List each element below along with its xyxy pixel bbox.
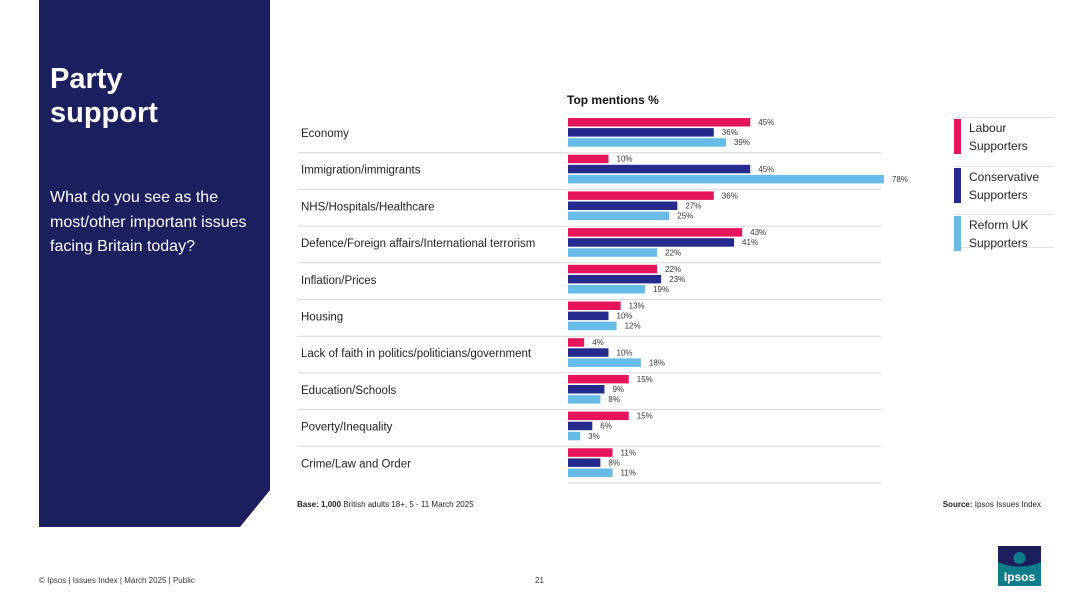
bar: [568, 201, 678, 210]
data-label: 78%: [892, 175, 908, 184]
data-label: 25%: [677, 212, 693, 221]
data-label: 10%: [617, 312, 633, 321]
bar: [568, 118, 751, 127]
category-label: Lack of faith in politics/politicians/go…: [301, 348, 532, 360]
bar: [568, 264, 658, 274]
data-label: 27%: [685, 202, 701, 211]
bar: [568, 138, 726, 147]
bar: [568, 395, 601, 404]
data-label: 11%: [621, 448, 636, 457]
bar: [568, 348, 609, 357]
data-label: 18%: [649, 358, 665, 367]
data-label: 11%: [621, 469, 636, 478]
category-label: Education/Schools: [301, 385, 397, 397]
bar: [568, 301, 621, 310]
category-label: Economy: [301, 128, 349, 140]
data-label: 12%: [625, 322, 641, 331]
bar: [568, 174, 884, 184]
footer-copyright: © Ipsos | Issues Index | March 2025 | Pu…: [39, 576, 195, 585]
data-label: 8%: [608, 395, 620, 404]
bar: [568, 338, 585, 347]
legend-swatch-conservative: [954, 167, 961, 203]
category-label: NHS/Hospitals/Healthcare: [301, 201, 435, 213]
base-text: British adults 18+, 5 - 11 March 2025: [341, 500, 474, 509]
logo-text: Ipsos: [1004, 570, 1036, 584]
legend-swatch-labour: [954, 119, 961, 154]
data-label: 8%: [608, 458, 620, 467]
legend-label-labour: Labour Supporters: [969, 121, 1028, 153]
data-label: 9%: [612, 385, 624, 394]
legend-label-conservative: Conservative Supporters: [969, 169, 1040, 202]
data-label: 23%: [669, 275, 685, 284]
data-label: 36%: [722, 191, 738, 200]
bar: [568, 248, 658, 257]
side-panel: [39, 0, 270, 527]
data-label: 10%: [617, 348, 633, 357]
bar: [568, 238, 735, 247]
data-label: 36%: [722, 128, 738, 137]
bar: [568, 154, 609, 164]
bar: [568, 411, 629, 421]
data-label: 39%: [734, 138, 750, 147]
source-label: Source:: [942, 500, 973, 509]
bar: [568, 164, 751, 174]
bar: [568, 448, 613, 457]
bar: [568, 385, 605, 394]
legend-item-reform: Reform UK Supporters: [954, 214, 1054, 251]
category-label: Crime/Law and Order: [301, 458, 411, 470]
chart-title: Top mentions %: [567, 93, 659, 107]
page-number: 21: [535, 576, 544, 585]
bar: [568, 468, 613, 477]
bar: [568, 128, 714, 137]
bar: [568, 458, 601, 467]
category-label: Defence/Foreign affairs/International te…: [301, 238, 535, 250]
legend: Labour Supporters Conservative Supporter…: [954, 117, 1054, 251]
data-label: 43%: [750, 228, 766, 237]
category-label: Poverty/Inequality: [301, 422, 393, 434]
data-label: 22%: [665, 265, 681, 274]
legend-label-reform: Reform UK Supporters: [969, 218, 1029, 250]
bar: [568, 374, 629, 384]
data-label: 4%: [592, 338, 604, 347]
data-label: 41%: [742, 238, 758, 247]
bar: [568, 421, 593, 431]
data-label: 10%: [617, 155, 633, 164]
bar: [568, 285, 645, 294]
base-value: 1,000: [321, 500, 342, 509]
data-label: 45%: [758, 165, 774, 174]
bar: [568, 228, 743, 237]
page-title: Party support: [50, 63, 158, 129]
data-label: 22%: [665, 248, 681, 257]
bar: [568, 211, 670, 221]
data-label: 19%: [653, 285, 669, 294]
source-text: Ipsos Issues Index: [972, 500, 1041, 509]
bar: [568, 191, 714, 200]
base-note: Base: 1,000 British adults 18+, 5 - 11 M…: [297, 500, 474, 509]
survey-question: What do you see as the most/other import…: [50, 189, 247, 255]
category-label: Inflation/Prices: [301, 275, 377, 287]
data-label: 45%: [758, 118, 774, 127]
bar: [568, 321, 617, 331]
category-label: Immigration/immigrants: [301, 165, 421, 177]
legend-item-conservative: Conservative Supporters: [954, 165, 1054, 215]
source-note: Source: Ipsos Issues Index: [943, 500, 1041, 509]
bar: [568, 431, 581, 441]
base-label: Base:: [297, 500, 319, 509]
legend-item-labour: Labour Supporters: [954, 117, 1054, 166]
data-label: 3%: [588, 432, 600, 441]
bar: [568, 311, 609, 321]
bar: [568, 274, 662, 284]
category-label: Housing: [301, 312, 343, 324]
data-label: 15%: [637, 375, 653, 384]
bar: [568, 358, 641, 367]
data-label: 6%: [600, 422, 612, 431]
data-label: 13%: [629, 302, 645, 311]
legend-swatch-reform: [954, 216, 961, 251]
data-label: 15%: [637, 412, 653, 421]
ipsos-logo: Ipsos: [998, 546, 1041, 586]
